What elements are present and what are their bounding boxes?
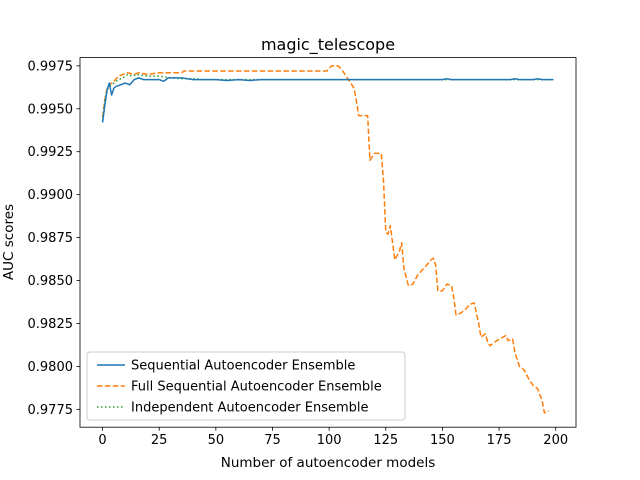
- y-tick-label: 0.9775: [28, 403, 74, 418]
- legend-label-1: Full Sequential Autoencoder Ensemble: [131, 380, 382, 395]
- y-tick-label: 0.9850: [28, 274, 74, 289]
- x-tick-label: 150: [430, 433, 455, 448]
- x-tick-label: 125: [373, 433, 398, 448]
- x-tick-label: 0: [98, 433, 106, 448]
- x-tick-label: 75: [264, 433, 281, 448]
- x-axis: 0 25 50 75 100 125 150 175 200: [98, 427, 568, 448]
- y-tick-label: 0.9900: [28, 188, 74, 203]
- y-tick-label: 0.9875: [28, 231, 74, 246]
- x-tick-label: 175: [487, 433, 512, 448]
- y-tick-label: 0.9925: [28, 145, 74, 160]
- x-tick-label: 100: [317, 433, 342, 448]
- x-tick-label: 25: [151, 433, 168, 448]
- legend: Sequential Autoencoder Ensemble Full Sequ…: [86, 351, 406, 421]
- series-line-0: [101, 77, 554, 123]
- y-tick-label: 0.9800: [28, 360, 74, 375]
- series-layer: [101, 65, 554, 414]
- legend-label-0: Sequential Autoencoder Ensemble: [131, 359, 355, 374]
- y-tick-label: 0.9950: [28, 102, 74, 117]
- y-axis: 0.9775 0.9800 0.9825 0.9850 0.9875 0.9900 0.99…: [28, 59, 80, 418]
- legend-box: [86, 351, 406, 421]
- chart-title: magic_telescope: [261, 35, 395, 55]
- y-axis-label: AUC scores: [1, 204, 17, 280]
- x-tick-label: 200: [543, 433, 568, 448]
- legend-label-2: Independent Autoencoder Ensemble: [131, 401, 369, 416]
- series-line-1: [101, 65, 550, 414]
- x-tick-label: 50: [208, 433, 225, 448]
- x-axis-label: Number of autoencoder models: [221, 455, 436, 471]
- y-tick-label: 0.9825: [28, 317, 74, 332]
- plot-frame: [79, 57, 577, 428]
- y-tick-label: 0.9975: [28, 59, 74, 74]
